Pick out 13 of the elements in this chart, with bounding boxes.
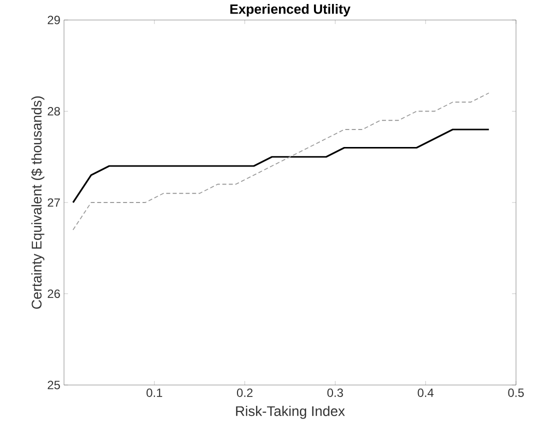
x-tick-label: 0.5 bbox=[508, 388, 524, 397]
chart-title: Experienced Utility bbox=[230, 4, 350, 17]
x-axis-title: Risk-Taking Index bbox=[236, 406, 345, 419]
y-tick-label: 27 bbox=[48, 198, 60, 207]
y-tick-label: 26 bbox=[48, 290, 60, 298]
y-tick-label: 29 bbox=[48, 16, 60, 24]
x-tick-label: 0.1 bbox=[146, 388, 162, 397]
y-tick-label: 25 bbox=[48, 380, 60, 390]
x-tick-label: 0.4 bbox=[418, 388, 434, 397]
y-axis-title: Certainty Equivalent ($ thousands) bbox=[31, 96, 44, 309]
y-tick-label: 28 bbox=[48, 107, 60, 116]
x-tick-label: 0.2 bbox=[236, 388, 253, 397]
x-tick-label: 0.3 bbox=[327, 388, 343, 397]
